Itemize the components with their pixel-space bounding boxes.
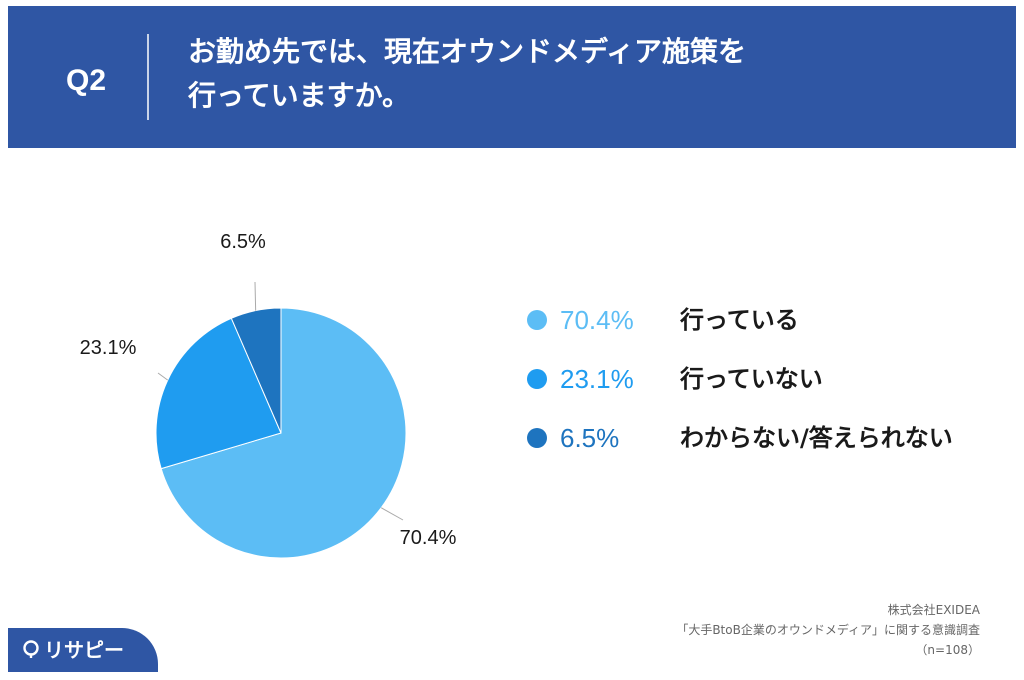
legend-percent: 6.5% [560,423,620,453]
logo-text: リサピー [44,638,124,662]
leader-line [380,507,404,521]
question-header: Q2 お勤め先では、現在オウンドメディア施策を 行っていますか。 [8,6,1016,146]
legend-item-doing: 70.4% 行っている [520,303,1000,337]
source-note: 株式会社EXIDEA 「大手BtoB企業のオウンドメディア」に関する意識調査 （… [560,600,980,660]
pie-data-label: 23.1% [80,337,137,359]
legend-item-not-doing: 23.1% 行っていない [520,362,1000,396]
question-text: お勤め先では、現在オウンドメディア施策を 行っていますか。 [188,30,948,118]
leader-line [254,281,257,311]
pie-slice [230,307,282,434]
source-survey: 「大手BtoB企業のオウンドメディア」に関する意識調査 [676,623,980,637]
source-company: 株式会社EXIDEA [887,603,980,617]
pie-data-label: 70.4% [400,527,457,549]
legend-label: 行っている [680,306,799,334]
pie-data-label: 6.5% [220,231,266,253]
pie-slice [155,317,282,470]
question-line-1: お勤め先では、現在オウンドメディア施策を [188,35,747,68]
legend-item-unknown: 6.5% わからない/答えられない [520,421,1000,455]
brand-logo: リサピー [8,628,158,672]
question-line-2: 行っていますか。 [188,79,411,112]
chart-panel: 70.4% 23.1% 6.5% 70.4% 行っている 23.1% 行っていない … [8,148,1016,672]
location-pin-icon [23,640,39,658]
legend-dot-icon [527,310,547,330]
chart-legend: 70.4% 行っている 23.1% 行っていない 6.5% わからない/答えられ… [520,303,1000,480]
legend-percent: 70.4% [560,305,634,335]
pie-chart: 70.4% 23.1% 6.5% [80,231,457,559]
legend-dot-icon [527,428,547,448]
leader-line [157,372,169,381]
slide-frame: Q2 お勤め先では、現在オウンドメディア施策を 行っていますか。 70.4% 23… [8,6,1016,672]
legend-label: わからない/答えられない [680,424,953,452]
legend-label: 行っていない [680,365,823,393]
legend-dot-icon [527,369,547,389]
header-divider [147,34,149,120]
question-number: Q2 [66,64,107,97]
legend-percent: 23.1% [560,364,634,394]
source-sample-size: （n=108） [915,643,980,657]
